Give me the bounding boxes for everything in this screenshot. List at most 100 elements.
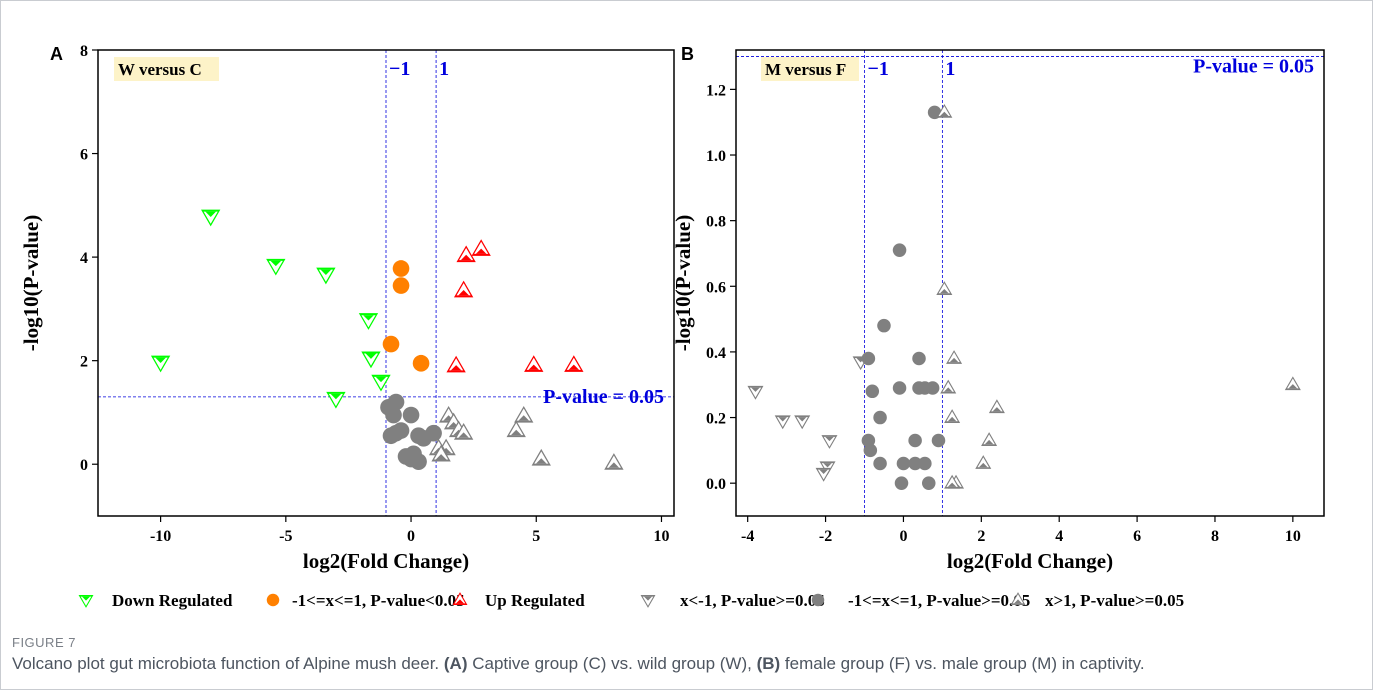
point-ns_up-core bbox=[947, 482, 957, 487]
point-ns_mid bbox=[892, 381, 907, 395]
point-ns_up bbox=[604, 453, 624, 470]
point-ns_up-core bbox=[1288, 384, 1298, 389]
point-mid_sig bbox=[392, 260, 410, 277]
panel-letter: A bbox=[50, 44, 63, 64]
point-ns_up-inner bbox=[534, 451, 549, 464]
point-ns_mid bbox=[382, 427, 400, 445]
point-ns_mid bbox=[892, 243, 907, 257]
caption-text-a: Captive group (C) vs. wild group (W), bbox=[467, 654, 757, 673]
point-down-core bbox=[365, 353, 377, 359]
point-mid_sig bbox=[392, 277, 410, 294]
x-axis-label: log2(Fold Change) bbox=[947, 549, 1113, 573]
point-ns_down bbox=[815, 467, 832, 482]
point-ns_up bbox=[453, 423, 474, 440]
point-up bbox=[471, 239, 491, 256]
comparison-label: M versus F bbox=[765, 60, 846, 79]
point-ns_down-inner bbox=[777, 417, 789, 428]
point-ns_up-inner bbox=[606, 455, 621, 468]
point-ns_down bbox=[821, 435, 838, 449]
x-tick-label: 5 bbox=[532, 528, 540, 545]
y-tick-label: 4 bbox=[80, 250, 88, 267]
point-ns_down-inner bbox=[823, 436, 836, 447]
point-up bbox=[446, 355, 466, 373]
point-down-inner bbox=[373, 376, 389, 389]
point-ns_up bbox=[431, 444, 451, 462]
point-down-inner bbox=[153, 357, 168, 370]
caption-part-b: (B) bbox=[756, 654, 781, 673]
point-ns_down bbox=[794, 415, 811, 430]
point-ns_mid bbox=[877, 318, 891, 333]
point-ns_up bbox=[946, 350, 963, 364]
caption-part-a: (A) bbox=[443, 654, 468, 673]
point-ns_mid bbox=[387, 393, 405, 411]
point-ns_up-inner bbox=[938, 283, 951, 294]
point-ns_down-inner bbox=[817, 469, 830, 480]
point-ns_up bbox=[936, 103, 953, 118]
point-ns_down-inner bbox=[749, 387, 762, 398]
point-down bbox=[358, 313, 379, 330]
point-ns_mid bbox=[385, 406, 402, 424]
point-up-core bbox=[528, 364, 540, 370]
point-ns_up-core bbox=[940, 288, 949, 294]
x-tick-label: 0 bbox=[407, 528, 415, 545]
point-ns_mid bbox=[863, 443, 878, 458]
point-ns_up-inner bbox=[946, 477, 958, 487]
point-ns_up-inner bbox=[456, 425, 471, 438]
point-ns_mid bbox=[921, 476, 936, 490]
point-ns_mid bbox=[402, 450, 420, 468]
point-ns_up-core bbox=[435, 454, 447, 460]
y-tick-label: 1.2 bbox=[706, 82, 726, 99]
point-ns_up-core bbox=[992, 407, 1002, 412]
point-ns_mid bbox=[912, 351, 926, 366]
legend-marker-ns_down bbox=[640, 594, 656, 608]
point-ns_up-inner bbox=[948, 352, 960, 363]
point-ns_down-core bbox=[823, 463, 832, 468]
figure-label: FIGURE 7 bbox=[12, 635, 76, 650]
legend-marker-up-inner bbox=[454, 594, 466, 604]
point-ns_up-inner bbox=[942, 381, 954, 392]
panel-b: B −1 1 P-value = 0.05 M versus F -4 -2 0 2 4 6 8 10 0… bbox=[671, 44, 1325, 573]
point-ns_mid bbox=[402, 406, 420, 424]
point-ns_up-inner bbox=[516, 408, 531, 421]
y-tick-label: 0.2 bbox=[706, 411, 726, 428]
legend-label-up: Up Regulated bbox=[485, 591, 585, 610]
point-ns_down-core bbox=[778, 417, 788, 422]
figure-caption: FIGURE 7 Volcano plot gut microbiota fun… bbox=[12, 635, 1362, 674]
point-ns_up-inner bbox=[991, 401, 1003, 412]
point-down-core bbox=[363, 315, 374, 321]
point-ns_mid bbox=[896, 456, 911, 471]
point-up-inner bbox=[566, 357, 581, 370]
point-ns_up-inner bbox=[938, 106, 951, 117]
caption-text: Volcano plot gut microbiota function of … bbox=[12, 654, 1362, 674]
point-ns_mid bbox=[931, 433, 946, 448]
legend-marker-down-inner bbox=[80, 596, 92, 606]
legend-marker-down-core bbox=[82, 596, 90, 601]
point-down bbox=[316, 267, 336, 285]
point-down bbox=[150, 355, 171, 373]
point-up-inner bbox=[459, 247, 474, 261]
point-up bbox=[524, 355, 544, 372]
point-mid_sig bbox=[412, 354, 430, 372]
point-ns_down bbox=[747, 385, 764, 400]
x-tick-label: -4 bbox=[741, 528, 754, 545]
point-ns_up-inner bbox=[977, 457, 989, 468]
point-up-inner bbox=[526, 357, 541, 370]
x-tick-label: 6 bbox=[1133, 528, 1141, 545]
point-ns_up bbox=[944, 409, 961, 423]
y-tick-label: 2 bbox=[80, 354, 88, 371]
x-tick-label: -2 bbox=[819, 528, 832, 545]
panel-letter: B bbox=[681, 44, 694, 64]
point-ns_up-core bbox=[458, 432, 469, 438]
point-ns_mid bbox=[865, 384, 880, 399]
y-tick-label: 0.6 bbox=[706, 279, 726, 296]
legend-marker-up bbox=[452, 592, 468, 606]
point-ns_mid bbox=[894, 476, 909, 490]
comparison-label: W versus C bbox=[118, 60, 202, 79]
legend-marker-ns_mid bbox=[811, 593, 825, 607]
point-down bbox=[266, 258, 286, 276]
y-tick-label: 1.0 bbox=[706, 148, 726, 165]
point-down-inner bbox=[268, 260, 283, 273]
legend-label-mid_sig: -1<=x<=1, P-value<0.05 bbox=[292, 591, 465, 610]
legend-label-ns_up: x>1, P-value>=0.05 bbox=[1045, 591, 1184, 610]
point-down-inner bbox=[203, 211, 218, 224]
